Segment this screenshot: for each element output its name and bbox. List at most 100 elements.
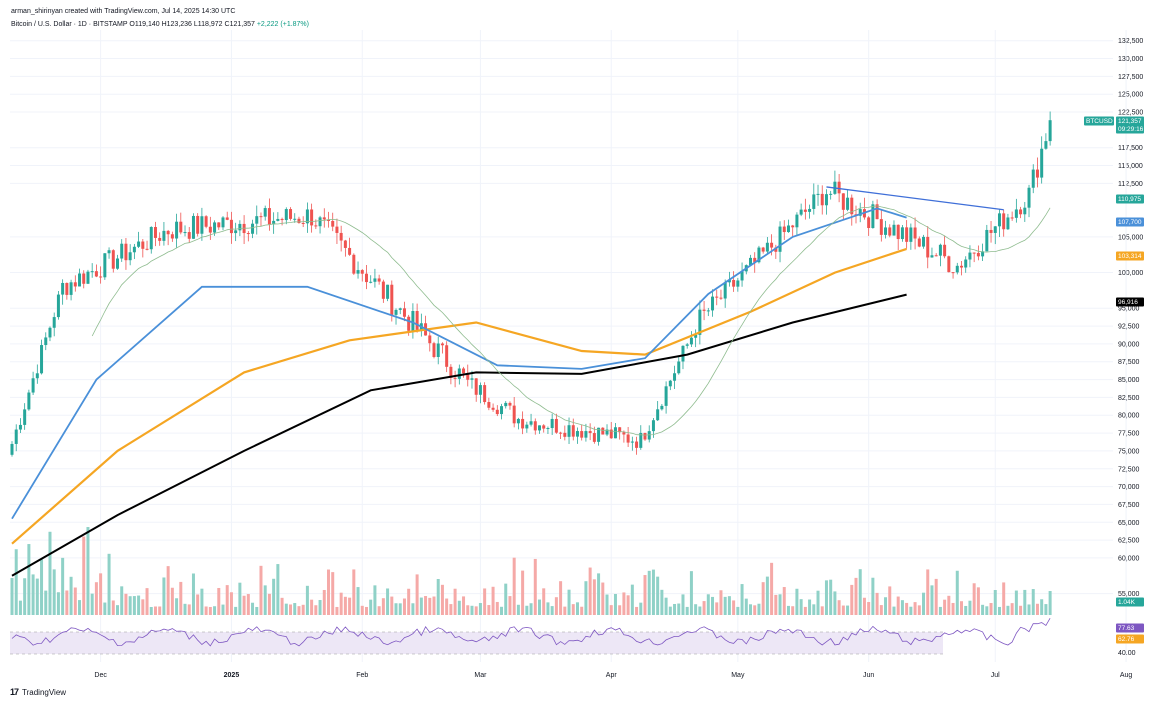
rsi-pane: 40.00 (10, 617, 1136, 657)
volume-bar (601, 582, 605, 615)
volume-bar (799, 599, 803, 615)
volume-bar (715, 602, 719, 615)
volume-bar (753, 605, 757, 615)
volume-bar (183, 603, 187, 615)
volume-bar (550, 606, 554, 615)
candle (968, 252, 972, 260)
candle (474, 378, 478, 395)
volume-bar (913, 602, 917, 615)
volume-bar (107, 553, 111, 615)
price-tag (1116, 116, 1144, 134)
volume-bar (732, 600, 736, 615)
candle (111, 250, 115, 269)
volume-bar (926, 569, 930, 615)
x-tick-label: Dec (94, 672, 107, 679)
volume-bar (580, 606, 584, 615)
volume-bar (327, 569, 330, 615)
volume-bar (116, 605, 119, 615)
candle (698, 309, 702, 335)
volume-bar (740, 584, 744, 615)
candle (508, 402, 512, 406)
candle (373, 278, 377, 282)
volume-bar (635, 606, 639, 615)
volume-bar (86, 527, 90, 615)
volume-bar (858, 569, 862, 615)
candle (824, 194, 828, 206)
volume-bar (394, 603, 398, 615)
volume-bar (618, 605, 622, 615)
volume-bar (774, 594, 778, 615)
volume-bar (538, 599, 541, 615)
volume-bar (736, 606, 740, 615)
candle (639, 432, 643, 448)
tradingview-logo-text: TradingView (22, 687, 67, 697)
candle (170, 234, 174, 239)
volume-bar (516, 604, 520, 615)
symbol-name[interactable]: Bitcoin / U.S. Dollar · 1D · BITSTAMP (11, 21, 128, 28)
rsi-band (10, 632, 943, 654)
volume-bar (862, 597, 866, 615)
volume-bar (137, 595, 141, 615)
y-tick-label: 105,000 (1118, 234, 1143, 241)
candle (432, 343, 436, 358)
y-tick-label: 122,500 (1118, 110, 1143, 117)
volume-bar (829, 579, 833, 615)
volume-bar (377, 606, 381, 615)
candle (685, 344, 689, 346)
volume-bar (575, 602, 579, 615)
candle (829, 193, 833, 195)
volume-bar (698, 606, 702, 615)
tradingview-logo[interactable]: 17 TradingView (10, 687, 66, 697)
candle (613, 427, 617, 439)
volume-bar (685, 606, 689, 615)
volume-bar (554, 597, 558, 615)
y-tick-label: 132,500 (1118, 38, 1143, 45)
candle (516, 418, 520, 424)
volume-bar (145, 588, 149, 615)
candle (128, 252, 132, 261)
candle (947, 256, 951, 273)
candle (981, 251, 985, 257)
candle (694, 334, 698, 338)
volume-bar (483, 588, 487, 615)
candle (251, 223, 255, 234)
volume-bar (888, 586, 892, 615)
candle (327, 219, 330, 221)
candle (196, 215, 200, 234)
volume-bar (938, 606, 942, 615)
volume-bar (664, 597, 668, 615)
candle (1035, 169, 1039, 178)
ohlc-low: L118,972 (193, 21, 223, 28)
volume-bar (651, 569, 655, 615)
volume-bar (546, 602, 550, 615)
volume-bar (48, 531, 52, 615)
candle (107, 250, 111, 254)
volume-bar (960, 601, 963, 615)
candle (263, 208, 267, 217)
y-tick-label: 85,000 (1118, 377, 1140, 384)
volume-bar (457, 600, 461, 615)
volume-bar (78, 600, 82, 615)
volume-bar (386, 588, 390, 615)
volume-bar (449, 604, 453, 615)
candles (10, 111, 1052, 457)
candle (1002, 213, 1006, 230)
volume-bar (951, 602, 955, 615)
candle (626, 434, 630, 443)
candle (440, 343, 444, 346)
volume-bar (187, 604, 191, 615)
candle (276, 218, 280, 221)
volume-bar (360, 605, 364, 615)
candle (407, 316, 411, 331)
volume-bar (364, 606, 368, 615)
symbol-tag-label: BTCUSD (1086, 118, 1113, 125)
volume-bar (639, 602, 643, 615)
volume-bar (917, 605, 921, 615)
candle (179, 221, 183, 233)
volume-bar (757, 603, 761, 615)
candle (816, 193, 820, 195)
volume-bar (529, 603, 533, 615)
candle (61, 282, 65, 295)
volume-bar (289, 604, 293, 615)
